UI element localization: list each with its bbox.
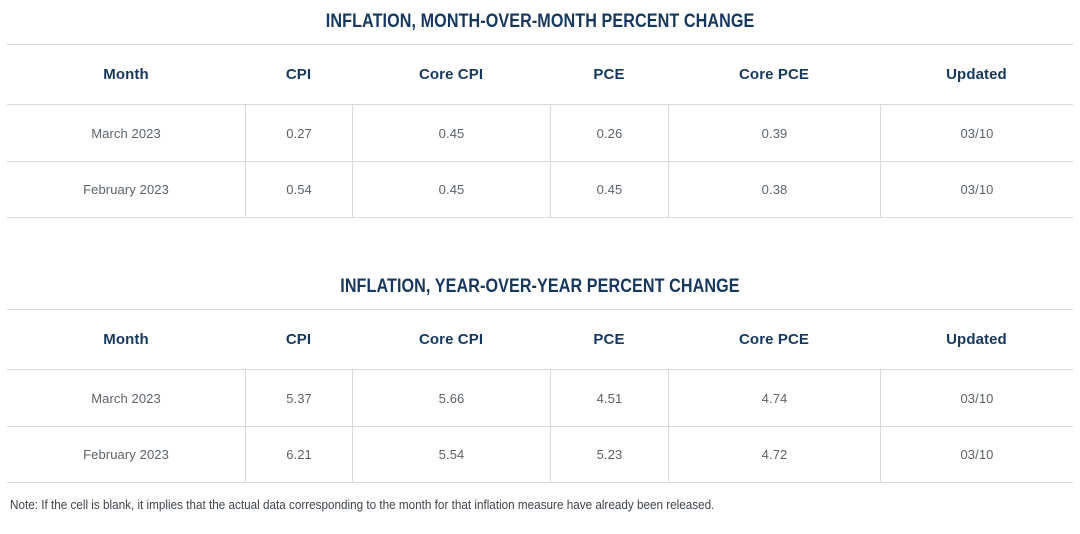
mom-table-title-text: INFLATION, MONTH-OVER-MONTH PERCENT CHAN… — [325, 11, 755, 32]
cell-cpi: 5.37 — [245, 370, 352, 426]
cell-month: March 2023 — [91, 125, 161, 141]
table-row-yoy-march-2023: March 2023 5.37 5.66 4.51 4.74 03/10 — [7, 369, 1073, 426]
cell-pce: 0.45 — [550, 162, 668, 217]
mom-header-row: Month CPI Core CPI PCE Core PCE Updated — [7, 44, 1073, 104]
yoy-column-header-cpi: CPI — [285, 331, 312, 348]
cell-core-pce: 4.72 — [668, 427, 880, 482]
cell-updated: 03/10 — [880, 105, 1073, 161]
mom-table-title: INFLATION, MONTH-OVER-MONTH PERCENT CHAN… — [0, 0, 1080, 44]
mom-column-header-core-pce: Core PCE — [739, 66, 809, 83]
cell-cpi: 0.54 — [245, 162, 352, 217]
table-row-yoy-february-2023: February 2023 6.21 5.54 5.23 4.72 03/10 — [7, 426, 1073, 483]
cell-updated: 03/10 — [880, 427, 1073, 482]
cell-cpi: 0.27 — [245, 105, 352, 161]
mom-column-header-pce: PCE — [593, 66, 625, 83]
yoy-column-header-core-pce: Core PCE — [739, 331, 809, 348]
yoy-table-title-text: INFLATION, YEAR-OVER-YEAR PERCENT CHANGE — [340, 276, 740, 297]
mom-table: Month CPI Core CPI PCE Core PCE Updated … — [7, 44, 1073, 218]
cell-pce: 4.51 — [550, 370, 668, 426]
yoy-column-header-updated: Updated — [946, 331, 1007, 348]
table-row-mom-march-2023: March 2023 0.27 0.45 0.26 0.39 03/10 — [7, 104, 1073, 161]
cell-pce: 5.23 — [550, 427, 668, 482]
cell-core-cpi: 5.66 — [352, 370, 550, 426]
mom-column-header-core-cpi: Core CPI — [418, 66, 484, 83]
cell-month: March 2023 — [91, 390, 161, 406]
yoy-header-row: Month CPI Core CPI PCE Core PCE Updated — [7, 309, 1073, 369]
cell-cpi: 6.21 — [245, 427, 352, 482]
footnote-text: Note: If the cell is blank, it implies t… — [10, 497, 715, 512]
mom-column-header-updated: Updated — [946, 66, 1007, 83]
yoy-table-section: INFLATION, YEAR-OVER-YEAR PERCENT CHANGE… — [0, 265, 1080, 483]
cell-core-cpi: 0.45 — [352, 105, 550, 161]
footnote: Note: If the cell is blank, it implies t… — [10, 497, 1080, 512]
mom-table-section: INFLATION, MONTH-OVER-MONTH PERCENT CHAN… — [0, 0, 1080, 218]
mom-column-header-cpi: CPI — [285, 66, 312, 83]
yoy-table-title: INFLATION, YEAR-OVER-YEAR PERCENT CHANGE — [0, 265, 1080, 309]
cell-pce: 0.26 — [550, 105, 668, 161]
mom-column-header-month: Month — [103, 66, 149, 83]
cell-updated: 03/10 — [880, 162, 1073, 217]
cell-core-pce: 0.38 — [668, 162, 880, 217]
yoy-column-header-pce: PCE — [593, 331, 625, 348]
cell-month: February 2023 — [83, 447, 169, 462]
yoy-column-header-core-cpi: Core CPI — [418, 331, 484, 348]
cell-core-cpi: 5.54 — [352, 427, 550, 482]
cell-updated: 03/10 — [880, 370, 1073, 426]
table-row-mom-february-2023: February 2023 0.54 0.45 0.45 0.38 03/10 — [7, 161, 1073, 218]
yoy-column-header-month: Month — [103, 331, 149, 348]
yoy-table: Month CPI Core CPI PCE Core PCE Updated … — [7, 309, 1073, 483]
cell-month: February 2023 — [83, 182, 169, 197]
cell-core-cpi: 0.45 — [352, 162, 550, 217]
cell-core-pce: 0.39 — [668, 105, 880, 161]
cell-core-pce: 4.74 — [668, 370, 880, 426]
